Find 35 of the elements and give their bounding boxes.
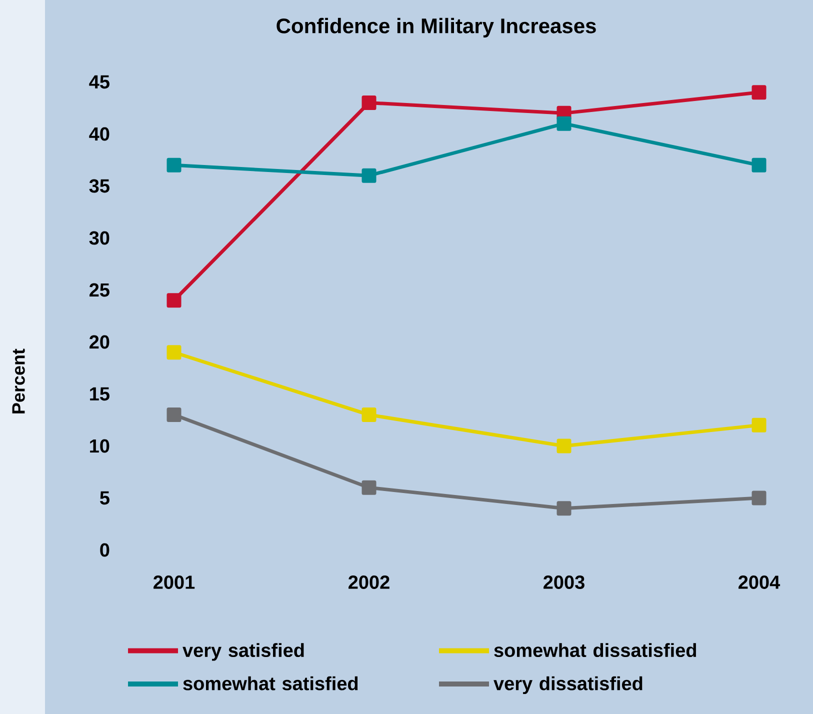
point: [556, 438, 572, 454]
y-tick-label: 10: [90, 439, 110, 453]
x-tick-label: 2002: [348, 576, 390, 589]
point: [166, 345, 182, 360]
point: [362, 96, 376, 110]
point: [166, 293, 182, 308]
y-axis-title: Percent: [12, 348, 25, 414]
point: [362, 408, 376, 422]
point: [166, 158, 182, 172]
y-tick-label: 20: [90, 335, 110, 349]
x-tick-label: 2003: [544, 576, 584, 589]
y-tick-label: 45: [89, 75, 110, 89]
y-tick-label: 5: [100, 491, 110, 505]
point: [166, 408, 182, 422]
legend-label: very dissatisfied: [494, 676, 642, 694]
y-tick-label: 15: [90, 387, 110, 401]
legend-label: somewhat dissatisfied: [494, 643, 696, 658]
point: [752, 85, 766, 100]
point: [752, 490, 766, 506]
point: [752, 158, 766, 172]
y-tick-label: 30: [89, 231, 110, 245]
chart-title: Confidence in Military Increases: [276, 18, 596, 38]
point: [556, 501, 572, 516]
legend-label: very satisfied: [182, 643, 304, 661]
y-tick-label: 25: [90, 283, 110, 297]
point: [362, 168, 376, 183]
y-tick-label: 35: [89, 179, 110, 193]
point: [556, 116, 572, 131]
point: [362, 480, 376, 495]
y-tick-label: 40: [89, 127, 110, 141]
x-tick-label: 2004: [738, 576, 780, 589]
point: [752, 418, 766, 432]
x-tick-label: 2001: [154, 576, 195, 589]
y-tick-label: 0: [100, 543, 110, 557]
legend-label: somewhat satisfied: [183, 676, 358, 690]
